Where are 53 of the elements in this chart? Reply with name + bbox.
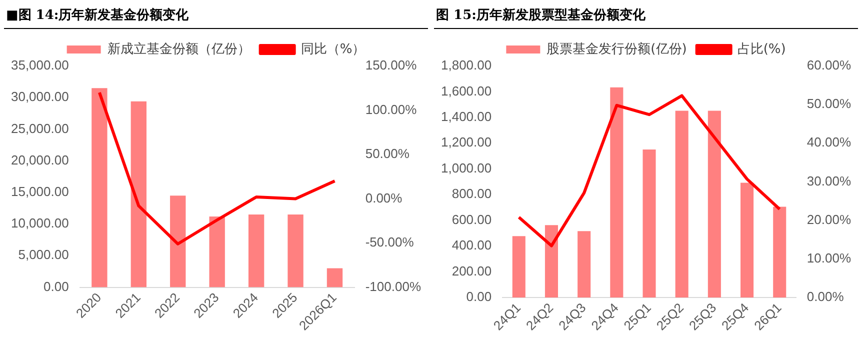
bar	[708, 110, 721, 298]
bar	[773, 206, 786, 298]
y2-tick-label: 10.00%	[806, 250, 852, 266]
y2-tick-label: 20.00%	[806, 212, 852, 227]
y2-tick-label: 0.00%	[806, 289, 844, 304]
y-tick-label: 1,200.00	[440, 134, 492, 150]
y-tick-label: 20,000.00	[10, 152, 69, 168]
chart-title: ■图 14:历年新发基金份额变化	[4, 0, 428, 29]
bar	[326, 268, 343, 288]
y2-tick-label: 40.00%	[806, 134, 852, 150]
bar	[92, 88, 108, 288]
bar	[248, 214, 264, 288]
y2-tick-label: 0.00%	[365, 190, 403, 206]
y-tick-label: 1,000.00	[440, 160, 492, 176]
y-tick-label: 200.00	[452, 263, 492, 278]
y2-tick-label: -100.00%	[365, 278, 422, 294]
y-tick-label: 25,000.00	[10, 120, 69, 136]
bar	[288, 214, 304, 288]
legend-label: 股票基金发行份额(亿份)	[546, 42, 687, 57]
y-tick-label: 15,000.00	[10, 184, 69, 200]
bar	[675, 110, 688, 298]
y-tick-label: 0.00	[44, 278, 69, 294]
bar	[578, 231, 591, 298]
bar	[610, 87, 624, 298]
legend-label: 同比（%）	[300, 42, 366, 57]
y-tick-label: 30,000.00	[10, 89, 69, 104]
y-tick-label: 35,000.00	[10, 58, 69, 73]
bar	[642, 149, 656, 298]
y2-tick-label: -50.00%	[365, 234, 414, 250]
bar	[740, 182, 754, 298]
y-tick-label: 800.00	[452, 186, 492, 202]
y2-tick-label: 30.00%	[806, 173, 852, 188]
bar	[544, 225, 558, 298]
y-tick-label: 400.00	[452, 238, 492, 253]
y-tick-label: 1,800.00	[440, 58, 492, 73]
y2-tick-label: 50.00%	[365, 146, 410, 162]
legend-label: 新成立基金份额（亿份）	[107, 40, 250, 57]
y2-tick-label: 150.00%	[365, 58, 418, 73]
y2-tick-label: 50.00%	[806, 96, 852, 112]
bar	[170, 196, 186, 288]
bar	[130, 101, 146, 288]
y-tick-label: 600.00	[452, 212, 492, 227]
y-tick-label: 0.00	[466, 289, 492, 304]
bar	[512, 236, 526, 298]
y2-tick-label: 60.00%	[806, 58, 852, 73]
bar	[209, 216, 225, 288]
y2-tick-label: 100.00%	[365, 102, 418, 117]
y-tick-label: 10,000.00	[10, 216, 69, 231]
y-tick-label: 1,600.00	[440, 83, 492, 98]
chart-title: 图 15:历年新发股票型基金份额变化	[434, 0, 858, 29]
y-tick-label: 1,400.00	[440, 109, 492, 124]
y-tick-label: 5,000.00	[18, 247, 69, 262]
legend-label: 占比(%)	[737, 42, 786, 57]
